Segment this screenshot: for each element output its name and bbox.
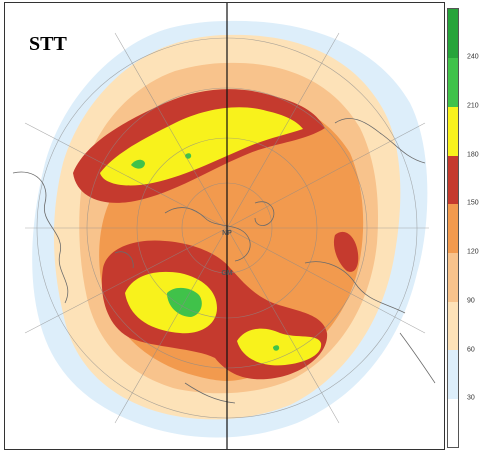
colorbar (447, 8, 459, 448)
colorbar-tick-90: 90 (467, 297, 475, 305)
colorbar-tick-120: 120 (467, 248, 479, 256)
colorbar-segment-30 (448, 350, 458, 399)
colorbar-segment-90 (448, 253, 458, 302)
colorbar-tick-150: 150 (467, 199, 479, 207)
colorbar-segment-0 (448, 399, 458, 447)
pole-label: NP (222, 230, 232, 237)
colorbar-segment-210 (448, 58, 458, 107)
polar-map: NP GM (12, 3, 436, 449)
colorbar-segment-240 (448, 9, 458, 58)
colorbar-tick-60: 60 (467, 346, 475, 354)
colorbar-tick-180: 180 (467, 151, 479, 159)
meridian-label: GM (221, 270, 232, 277)
map-title: STT (29, 33, 67, 55)
colorbar-segment-180 (448, 107, 458, 156)
coastlines (12, 118, 436, 404)
contour-150-east (333, 231, 359, 272)
contour-210-north (131, 159, 145, 169)
contour-180-south-east (237, 328, 322, 366)
colorbar-segment-60 (448, 302, 458, 350)
colorbar-segment-150 (448, 156, 458, 204)
colorbar-tick-210: 210 (467, 102, 479, 110)
contour-210-south-east (273, 345, 280, 351)
colorbar-tick-240: 240 (467, 53, 479, 61)
contour-180-north (100, 107, 303, 186)
map-panel: NP GM STT (4, 2, 445, 450)
colorbar-segment-120 (448, 204, 458, 253)
colorbar-tick-30: 30 (467, 394, 475, 402)
